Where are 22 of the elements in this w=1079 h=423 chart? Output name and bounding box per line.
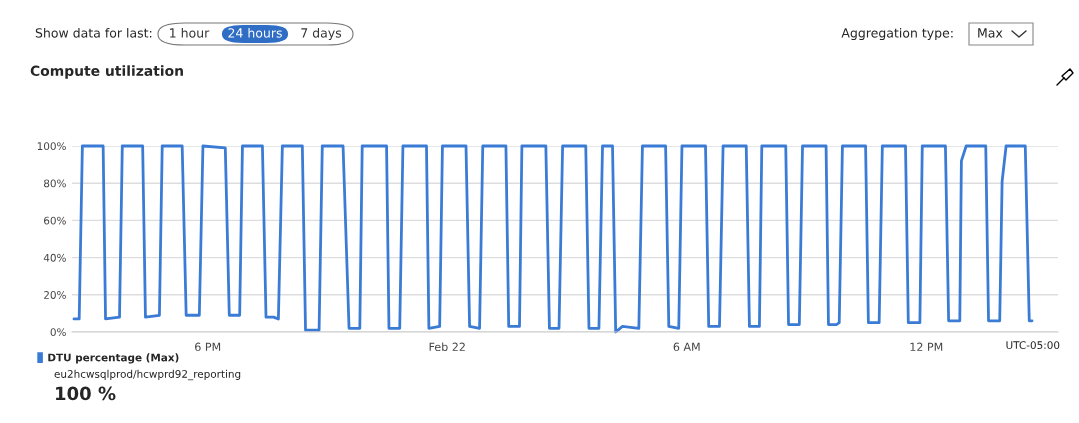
y-tick-label: 0%: [50, 328, 66, 337]
x-tick-label: 6 PM: [195, 342, 221, 352]
y-tick-label: 100%: [37, 142, 66, 151]
text: UTC-05:00: [1006, 341, 1060, 350]
text: 7 days: [301, 27, 342, 41]
text: 100 %: [56, 386, 116, 401]
text: Max: [978, 28, 1003, 38]
y-tick-label: 40%: [43, 253, 66, 262]
text: eu2hcwsqlprod/hcwprd92_reporting: [54, 369, 241, 381]
text: 24 hours: [228, 27, 282, 38]
x-tick-label: 12 PM: [910, 342, 943, 351]
text: 1 hour: [170, 27, 210, 38]
text: Show data for last:: [35, 27, 152, 38]
legend-label: DTU percentage (Max): [48, 353, 179, 364]
line-series: [72, 144, 1034, 334]
chart-title: Compute utilization: [30, 65, 183, 79]
y-tick-label: 80%: [44, 179, 66, 188]
y-tick-label: 60%: [44, 216, 66, 225]
x-tick-label: 6 AM: [673, 342, 700, 352]
text: Aggregation type:: [841, 27, 953, 41]
y-tick-label: 20%: [44, 291, 66, 299]
x-tick-label: Feb 22: [429, 342, 465, 352]
